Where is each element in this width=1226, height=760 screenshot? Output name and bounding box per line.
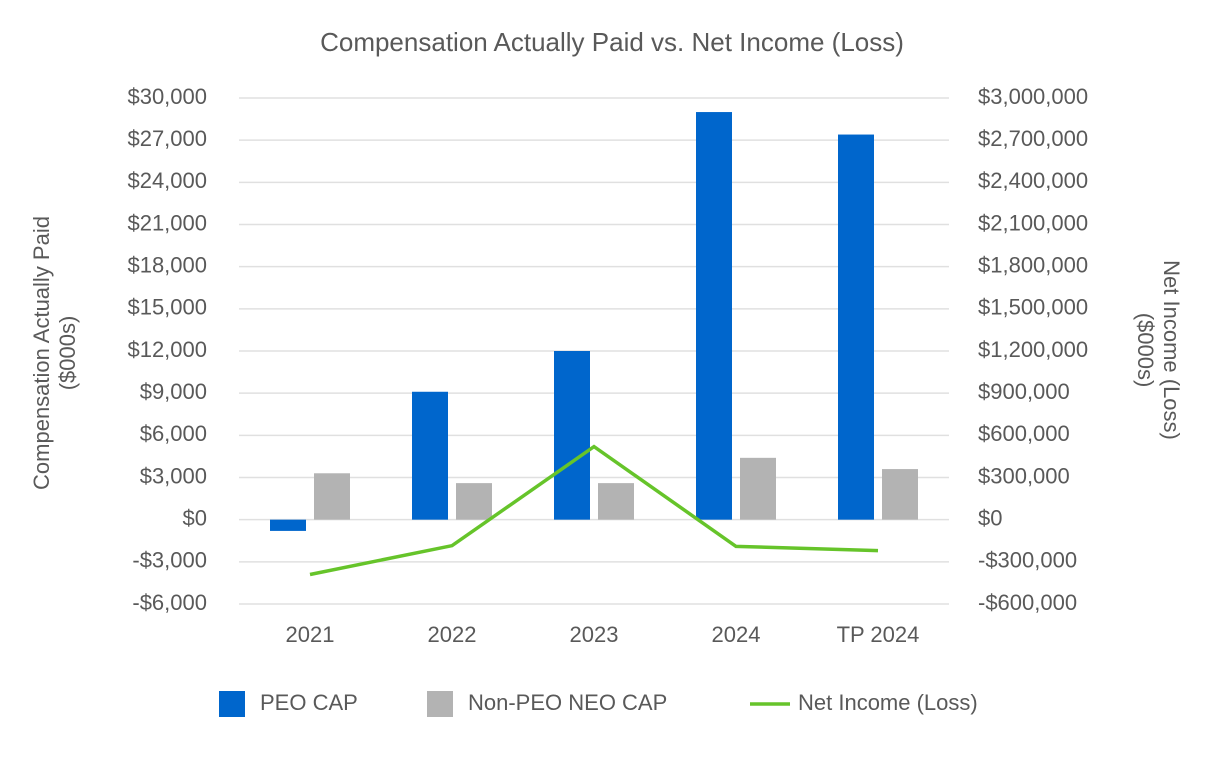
x-tick-label: 2023: [570, 622, 619, 647]
y2-axis-label-line: Net Income (Loss): [1159, 260, 1184, 440]
legend-label: Net Income (Loss): [798, 690, 978, 715]
y2-axis-label: Net Income (Loss) ($000s): [1133, 260, 1184, 440]
bar: [740, 457, 776, 520]
legend-label: PEO CAP: [260, 690, 358, 715]
legend-swatch: [427, 691, 453, 717]
bar: [882, 469, 918, 520]
y-tick-label: $3,000: [140, 463, 207, 488]
x-tick-label: TP 2024: [837, 622, 920, 647]
bar: [838, 134, 874, 520]
y2-tick-label: $1,800,000: [978, 252, 1088, 277]
bar: [554, 351, 590, 520]
bar: [314, 473, 350, 520]
y2-tick-label: $2,100,000: [978, 210, 1088, 235]
line: [309, 444, 879, 577]
bar: [598, 483, 634, 520]
y2-tick-label: -$600,000: [978, 590, 1077, 615]
legend-swatch: [219, 691, 245, 717]
y-tick-label: $18,000: [127, 252, 207, 277]
y-axis-label-line: Compensation Actually Paid: [29, 216, 54, 490]
y-tick-label: -$3,000: [132, 548, 207, 573]
legend-label: Non-PEO NEO CAP: [468, 690, 667, 715]
y2-tick-label: $1,500,000: [978, 295, 1088, 320]
y2-tick-label: $300,000: [978, 463, 1070, 488]
y2-axis-label-line: ($000s): [1133, 313, 1158, 388]
y-tick-label: $27,000: [127, 126, 207, 151]
y-tick-label: $30,000: [127, 84, 207, 109]
y-tick-label: $9,000: [140, 379, 207, 404]
bar: [270, 519, 306, 531]
y2-tick-label: $0: [978, 505, 1002, 530]
y2-tick-label: $3,000,000: [978, 84, 1088, 109]
y-tick-label: -$6,000: [132, 590, 207, 615]
y2-tick-label: -$300,000: [978, 548, 1077, 573]
y2-tick-label: $2,400,000: [978, 168, 1088, 193]
x-tick-label: 2022: [428, 622, 477, 647]
y-tick-label: $24,000: [127, 168, 207, 193]
y2-tick-label: $600,000: [978, 421, 1070, 446]
bar: [412, 391, 448, 520]
y2-tick-label: $2,700,000: [978, 126, 1088, 151]
y-axis-label-line: ($000s): [55, 316, 80, 391]
x-tick-label: 2024: [712, 622, 761, 647]
y-tick-label: $6,000: [140, 421, 207, 446]
y-tick-label: $0: [183, 505, 207, 530]
y2-tick-label: $900,000: [978, 379, 1070, 404]
y-tick-label: $12,000: [127, 337, 207, 362]
y-tick-label: $15,000: [127, 295, 207, 320]
chart-title: Compensation Actually Paid vs. Net Incom…: [320, 27, 904, 57]
y-axis-label: Compensation Actually Paid ($000s): [29, 216, 80, 490]
y-tick-label: $21,000: [127, 210, 207, 235]
y2-tick-label: $1,200,000: [978, 337, 1088, 362]
bar: [696, 112, 732, 520]
x-tick-label: 2021: [286, 622, 335, 647]
bar: [456, 483, 492, 520]
